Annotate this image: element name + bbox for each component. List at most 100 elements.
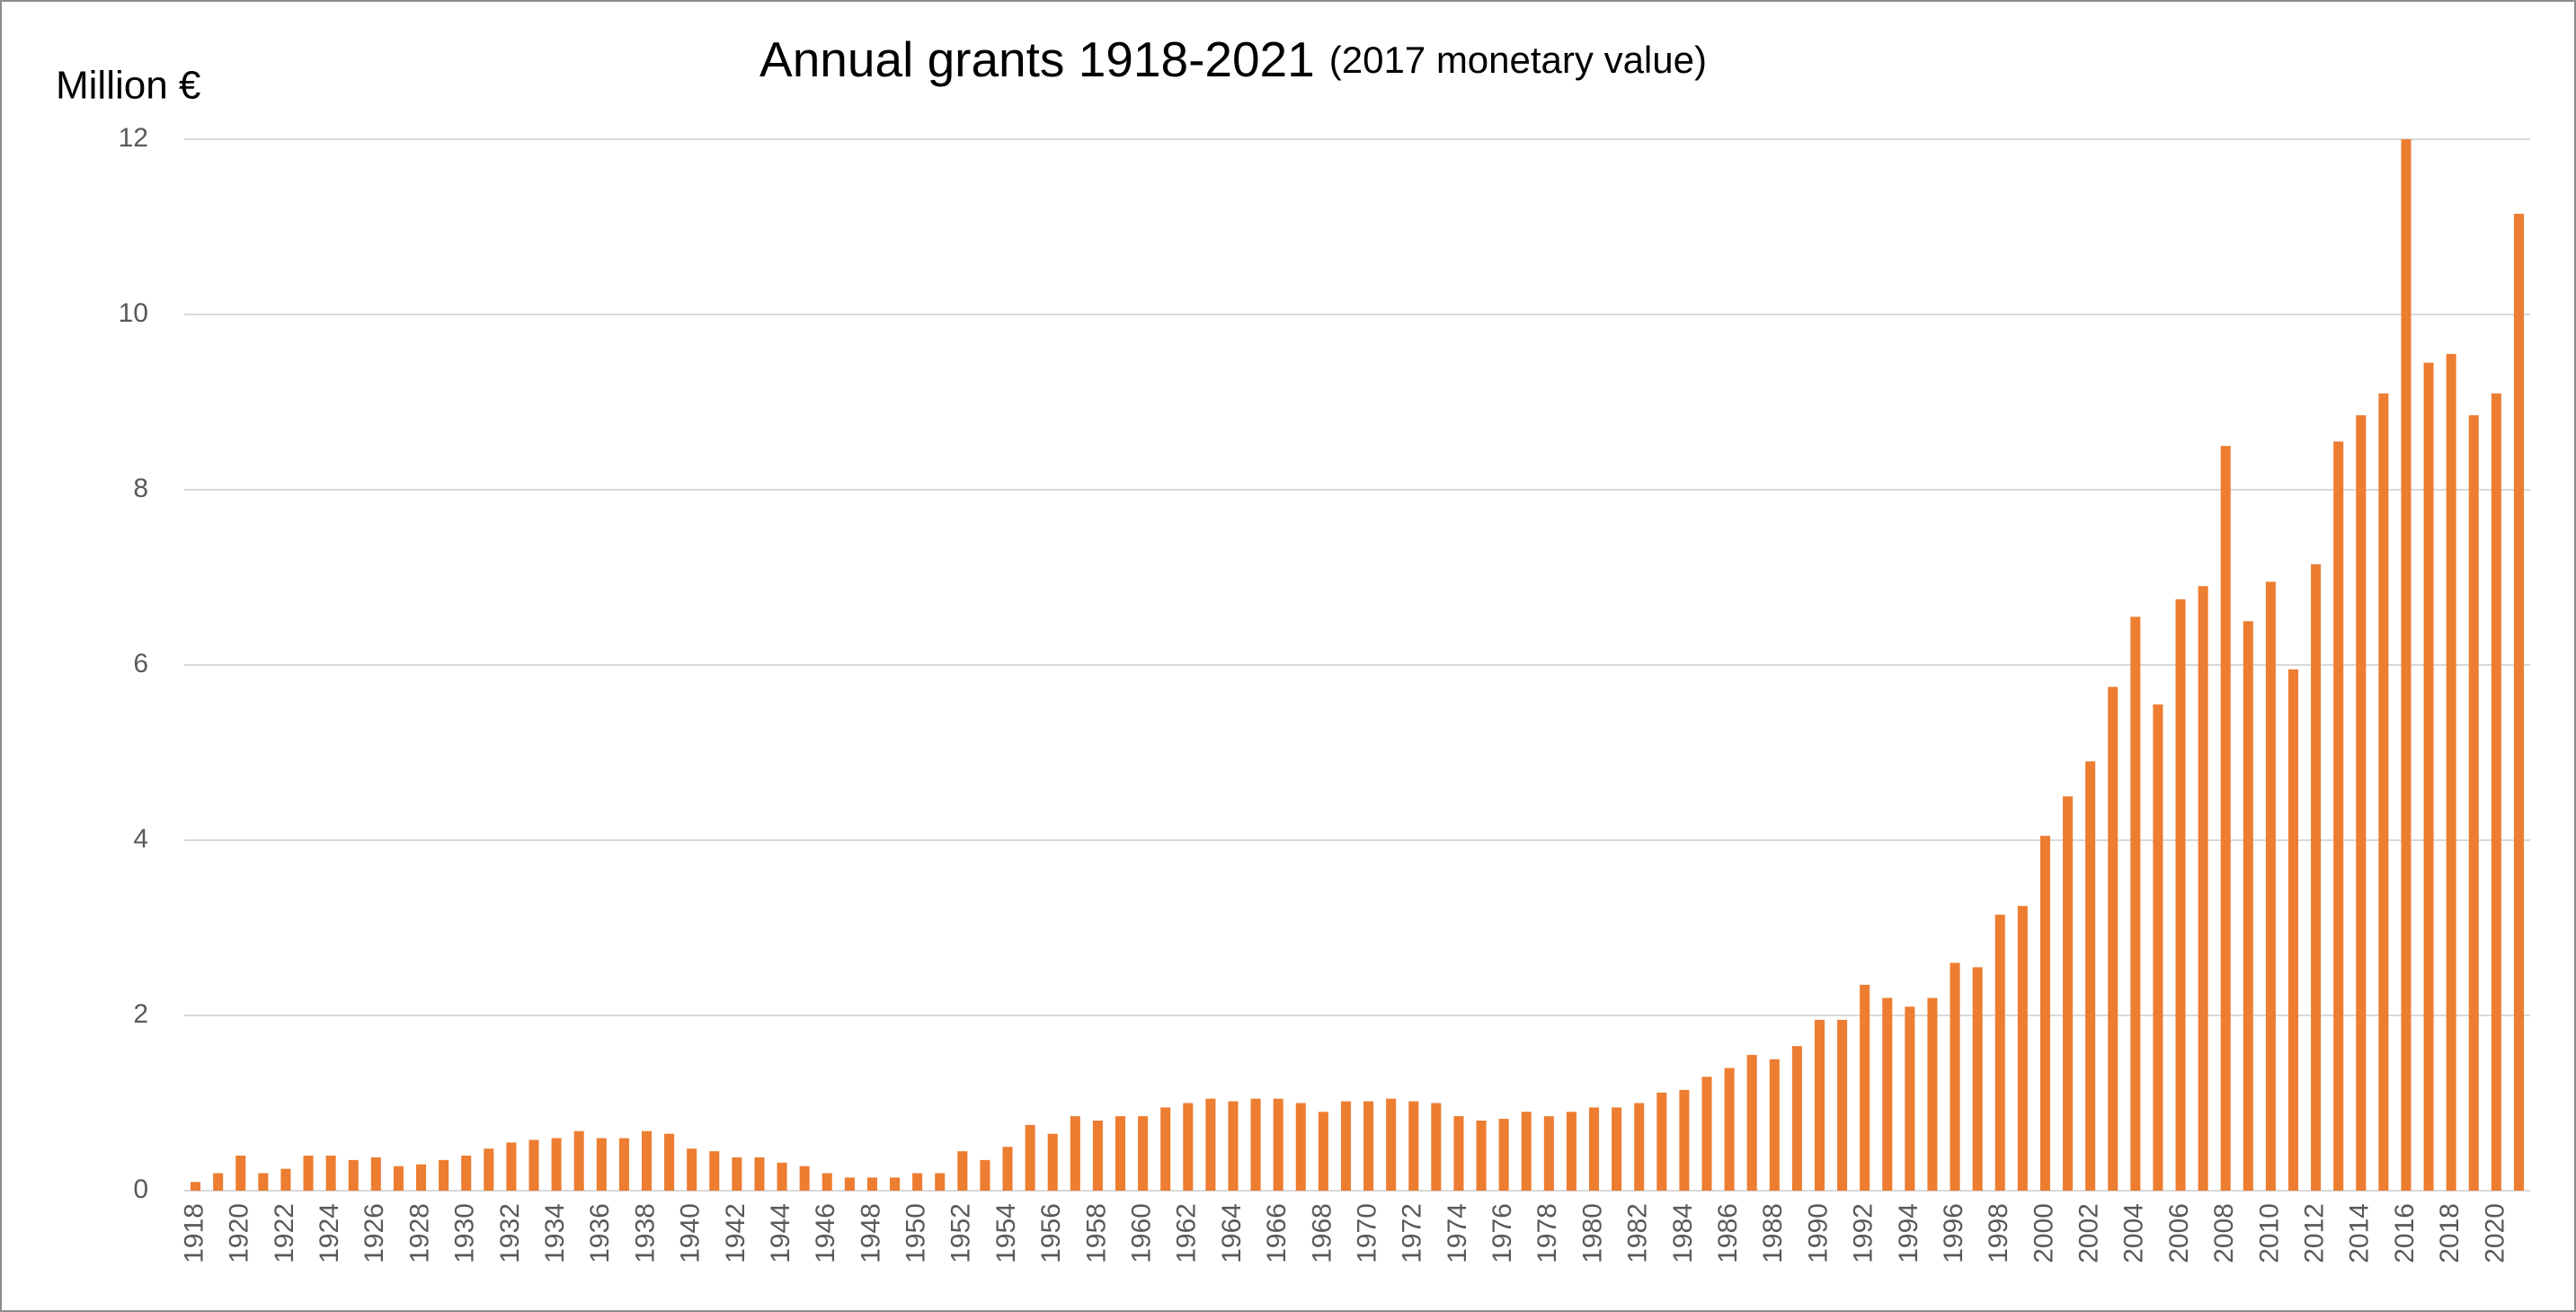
x-tick-label: 2008 [2209, 1203, 2239, 1263]
bar [191, 1182, 201, 1191]
bar [2287, 669, 2299, 1191]
bar [1927, 997, 1938, 1191]
bar [1160, 1107, 1171, 1191]
bar [866, 1177, 877, 1191]
bar [1612, 1107, 1622, 1191]
bar [1115, 1116, 1126, 1191]
x-tick-label: 2016 [2390, 1203, 2420, 1263]
bar [393, 1166, 404, 1191]
x-tick-label: 1928 [404, 1203, 434, 1263]
bar [370, 1157, 381, 1191]
x-tick-label: 2002 [2074, 1203, 2104, 1263]
x-tick-label: 1926 [360, 1203, 389, 1263]
x-tick-label: 1972 [1398, 1203, 1427, 1263]
y-tick-label: 4 [133, 824, 148, 854]
bar [2108, 687, 2119, 1191]
x-tick-label: 1954 [991, 1203, 1021, 1263]
bar [1092, 1121, 1103, 1191]
x-tick-label: 1924 [315, 1203, 344, 1263]
bar [957, 1151, 968, 1191]
bar [1228, 1101, 1239, 1191]
bar [709, 1151, 720, 1191]
bar [1837, 1019, 1848, 1191]
bar [1724, 1068, 1735, 1191]
y-tick-label: 8 [133, 474, 148, 503]
x-tick-label: 2020 [2480, 1203, 2509, 1263]
x-tick-label: 1984 [1668, 1203, 1698, 1263]
x-tick-label: 1988 [1758, 1203, 1788, 1263]
bar [2220, 446, 2231, 1191]
x-tick-label: 1950 [902, 1203, 931, 1263]
x-tick-label: 1958 [1081, 1203, 1111, 1263]
x-tick-label: 1944 [766, 1203, 795, 1263]
x-tick-label: 2014 [2345, 1203, 2375, 1263]
x-tick-label: 1920 [225, 1203, 254, 1263]
bar [1521, 1112, 1532, 1191]
x-tick-label: 1940 [676, 1203, 706, 1263]
bar [1047, 1133, 1058, 1191]
bar [2311, 563, 2322, 1191]
bar [258, 1173, 269, 1191]
y-axis-label: Million € [56, 64, 200, 108]
bar [754, 1157, 765, 1191]
chart-title-group: Annual grants 1918-2021 (2017 monetary va… [759, 31, 1707, 87]
x-tick-label: 1980 [1577, 1203, 1607, 1263]
bar [618, 1138, 629, 1191]
bar [890, 1177, 901, 1191]
bar [799, 1166, 810, 1191]
bar [1882, 997, 1893, 1191]
x-tick-label: 1978 [1532, 1203, 1562, 1263]
bar [1634, 1103, 1645, 1191]
x-tick-label: 1992 [1849, 1203, 1879, 1263]
bar [506, 1142, 517, 1191]
x-tick-label: 1966 [1262, 1203, 1292, 1263]
bar [822, 1173, 832, 1191]
x-tick-label: 2004 [2119, 1203, 2149, 1263]
x-tick-label: 1952 [946, 1203, 976, 1263]
bar [551, 1138, 562, 1191]
bar [439, 1159, 449, 1191]
bar [2175, 598, 2186, 1191]
bar [2243, 621, 2253, 1191]
bar [935, 1173, 946, 1191]
x-tick-label: 1994 [1894, 1203, 1923, 1263]
x-tick-label: 1956 [1036, 1203, 1066, 1263]
bar [484, 1148, 494, 1191]
bar [1386, 1098, 1397, 1191]
bar [573, 1130, 584, 1191]
bar [912, 1173, 923, 1191]
x-tick-label: 2010 [2254, 1203, 2284, 1263]
x-tick-label: 1998 [1984, 1203, 2013, 1263]
x-tick-label: 1922 [270, 1203, 299, 1263]
x-tick-label: 1932 [495, 1203, 525, 1263]
y-tick-label: 12 [119, 123, 148, 153]
bar [2333, 441, 2344, 1191]
bar [641, 1130, 652, 1191]
x-tick-label: 1964 [1217, 1203, 1247, 1263]
bar [1453, 1116, 1464, 1191]
bar [732, 1157, 742, 1191]
x-tick-label: 1970 [1352, 1203, 1381, 1263]
bar [1431, 1103, 1442, 1191]
x-tick-label: 1948 [856, 1203, 885, 1263]
bar [1701, 1077, 1712, 1191]
bar [2378, 393, 2389, 1191]
bar [1679, 1089, 1690, 1191]
x-tick-label: 1960 [1127, 1203, 1157, 1263]
bar [844, 1177, 855, 1191]
bar [1205, 1098, 1216, 1191]
bar [1746, 1054, 1757, 1191]
y-tick-label: 10 [119, 298, 148, 328]
x-tick-label: 1982 [1623, 1203, 1653, 1263]
bar [1972, 967, 1983, 1191]
bar [1183, 1103, 1194, 1191]
chart-title: Annual grants 1918-2021 [759, 31, 1315, 87]
bar [1070, 1116, 1080, 1191]
x-tick-label: 1986 [1713, 1203, 1743, 1263]
x-tick-label: 1962 [1172, 1203, 1202, 1263]
bar [2063, 796, 2074, 1191]
bar [303, 1156, 314, 1191]
